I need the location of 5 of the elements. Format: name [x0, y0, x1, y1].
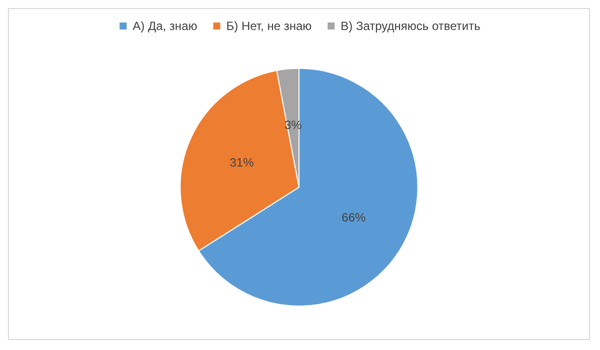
data-label: 66%: [342, 210, 366, 224]
legend-label: Б) Нет, не знаю: [226, 19, 312, 33]
legend-label: В) Затрудняюсь ответить: [340, 19, 480, 33]
legend-label: А) Да, знаю: [132, 19, 198, 33]
data-label: 31%: [230, 155, 254, 170]
